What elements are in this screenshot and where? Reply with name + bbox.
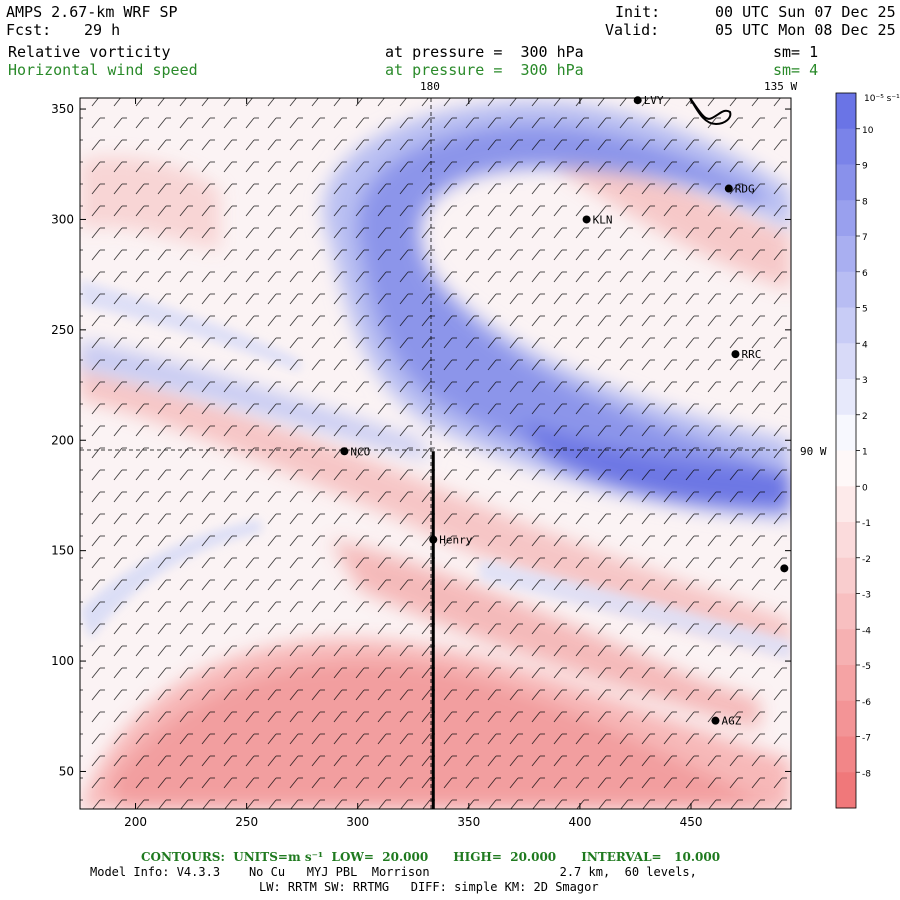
colorbar-swatch [836, 557, 856, 594]
station-nco-marker [340, 447, 349, 456]
station-agz-label: AGZ [721, 715, 741, 728]
physics-info: LW: RRTM SW: RRTMG DIFF: simple KM: 2D S… [259, 880, 599, 894]
meridian-top-label: 180 [420, 80, 440, 93]
colorbar-label: -7 [862, 734, 871, 744]
station-henry-marker [429, 535, 438, 544]
colorbar-swatch [836, 271, 856, 308]
colorbar-swatch [836, 164, 856, 201]
station-edge-marker [780, 564, 789, 573]
colorbar-swatch [836, 236, 856, 273]
station-kln-marker [582, 215, 591, 224]
x-tick-label: 200 [124, 815, 147, 829]
colorbar-label: 1 [862, 448, 868, 458]
colorbar-label: -3 [862, 591, 871, 601]
colorbar-swatch [836, 450, 856, 487]
x-tick-label: 400 [568, 815, 591, 829]
x-tick-label: 300 [346, 815, 369, 829]
colorbar-swatch [836, 93, 856, 130]
colorbar-swatch [836, 414, 856, 451]
station-lvy-marker [633, 96, 642, 105]
colorbar-swatch [836, 200, 856, 237]
y-tick-label: 250 [51, 323, 74, 337]
colorbar-swatch [836, 593, 856, 630]
x-tick-label: 450 [680, 815, 703, 829]
station-rdg-label: RDG [735, 183, 755, 196]
meridian-right-label: 135 W [764, 80, 797, 93]
y-tick-label: 350 [51, 102, 74, 116]
station-lvy-label: LVY [644, 94, 664, 107]
colorbar-label: 10 [862, 126, 874, 136]
colorbar-label: -8 [862, 769, 871, 779]
y-axis: 50 100 150 200 250 300 350 [51, 102, 791, 778]
colorbar-label: -6 [862, 698, 871, 708]
colorbar-label: 4 [862, 340, 868, 350]
colorbar-swatch [836, 128, 856, 165]
field2-level: at pressure = 300 hPa [385, 61, 584, 79]
station-markers: LVY RDG KLN RRC NCO Henry AGZ [340, 94, 789, 728]
init-value: 00 UTC Sun 07 Dec 25 [715, 3, 896, 21]
x-tick-label: 250 [235, 815, 258, 829]
x-axis: 200 250 300 350 400 450 [124, 98, 702, 829]
colorbar-label: 0 [862, 483, 868, 493]
colorbar-swatch [836, 486, 856, 523]
model-info: Model Info: V4.3.3 No Cu MYJ PBL Morriso… [90, 865, 697, 879]
station-agz-marker [711, 716, 720, 725]
colorbar-swatch [836, 772, 856, 809]
colorbar-units: 10⁻⁵ s⁻¹ [864, 94, 900, 104]
field1-name: Relative vorticity [8, 43, 171, 61]
forecast-hours: 29 h [84, 21, 121, 39]
vorticity-field [80, 98, 791, 809]
colorbar-swatch [836, 343, 856, 380]
colorbar-swatch [836, 522, 856, 559]
station-henry-label: Henry [439, 534, 472, 547]
contours-info: CONTOURS: UNITS=m s⁻¹ LOW= 20.000 HIGH= … [141, 850, 721, 864]
station-rrc-marker [731, 350, 740, 359]
colorbar-label: 6 [862, 269, 868, 279]
y-tick-label: 300 [51, 212, 74, 226]
y-tick-label: 200 [51, 433, 74, 447]
x-tick-label: 350 [457, 815, 480, 829]
colorbar-label: 2 [862, 412, 868, 422]
colorbar-swatch [836, 665, 856, 702]
colorbar-swatch [836, 736, 856, 773]
field1-level: at pressure = 300 hPa [385, 43, 584, 61]
init-label: Init: [615, 3, 661, 21]
model-title: AMPS 2.67-km WRF SP [6, 3, 178, 21]
station-nco-label: NCO [350, 445, 370, 458]
colorbar-swatch [836, 379, 856, 416]
field1-smooth: sm= 1 [773, 43, 819, 61]
valid-value: 05 UTC Mon 08 Dec 25 [715, 21, 896, 39]
colorbar-swatch [836, 307, 856, 344]
station-kln-label: KLN [593, 213, 613, 226]
colorbar-swatch [836, 700, 856, 737]
colorbar-label: 7 [862, 233, 868, 243]
forecast-label: Fcst: [6, 21, 52, 39]
y-tick-label: 100 [51, 654, 74, 668]
field2-name: Horizontal wind speed [8, 61, 198, 79]
parallel-right-label: 90 W [800, 445, 827, 458]
colorbar-label: 5 [862, 305, 868, 315]
station-rdg-marker [724, 184, 733, 193]
colorbar-label: 9 [862, 162, 868, 172]
colorbar-label: 3 [862, 376, 868, 386]
colorbar-label: -2 [862, 555, 871, 565]
colorbar-swatch [836, 629, 856, 666]
colorbar-label: 8 [862, 197, 868, 207]
y-tick-label: 50 [59, 764, 74, 778]
station-rrc-label: RRC [741, 348, 761, 361]
colorbar-label: -4 [862, 626, 871, 636]
colorbar-label: -5 [862, 662, 871, 672]
valid-label: Valid: [605, 21, 660, 39]
y-tick-label: 150 [51, 544, 74, 558]
colorbar-label: -1 [862, 519, 871, 529]
field2-smooth: sm= 4 [773, 61, 819, 79]
